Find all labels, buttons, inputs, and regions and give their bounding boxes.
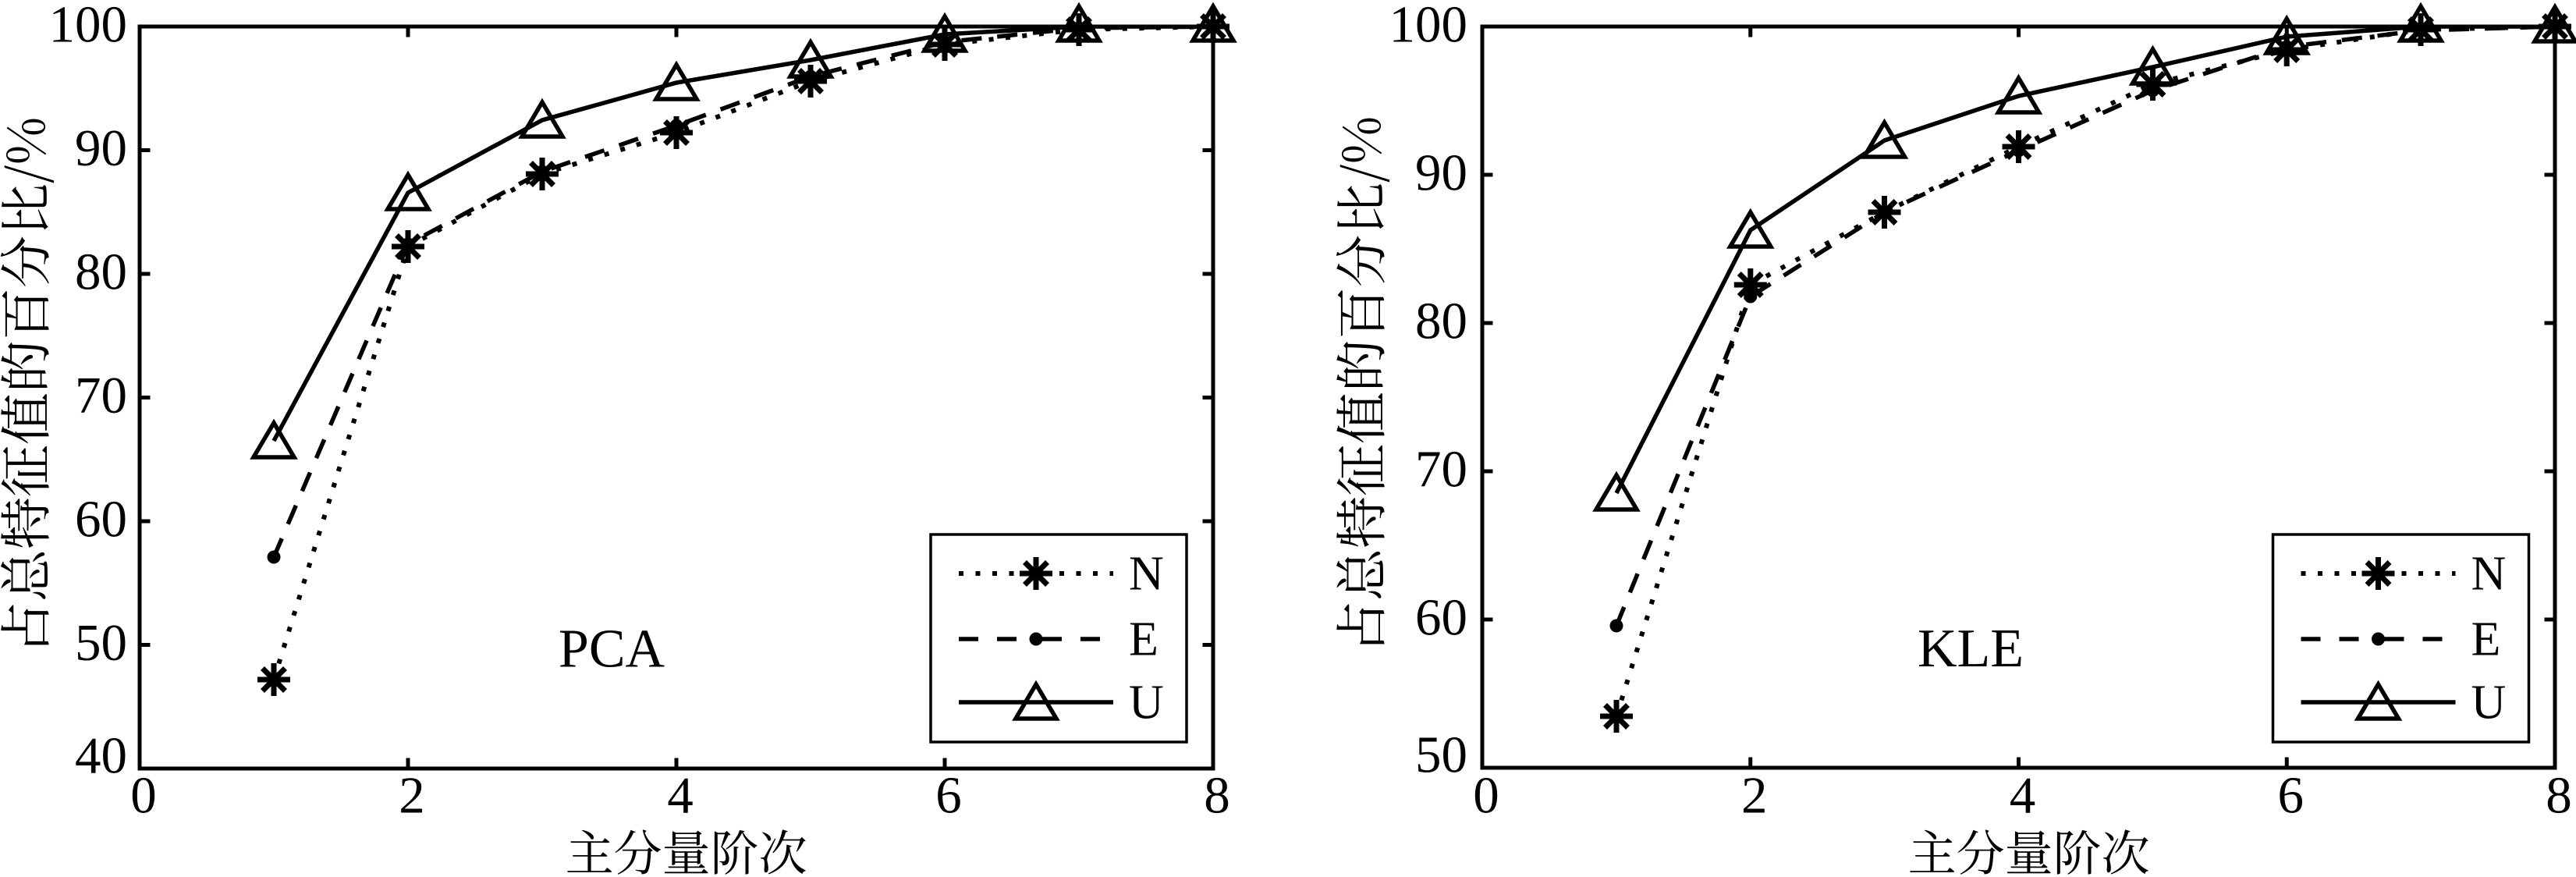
svg-text:60: 60 — [1415, 589, 1467, 647]
svg-text:50: 50 — [75, 614, 127, 672]
svg-text:100: 100 — [49, 0, 128, 54]
svg-text:8: 8 — [2546, 767, 2572, 825]
svg-text:8: 8 — [1204, 767, 1230, 825]
svg-text:N: N — [2471, 547, 2507, 600]
svg-text:E: E — [1129, 612, 1158, 666]
svg-text:90: 90 — [75, 119, 127, 177]
svg-text:70: 70 — [75, 367, 127, 424]
svg-text:80: 80 — [1415, 293, 1467, 350]
svg-text:N: N — [1129, 547, 1164, 600]
svg-text:4: 4 — [2010, 767, 2036, 825]
svg-text:80: 80 — [75, 243, 127, 301]
svg-text:4: 4 — [667, 767, 694, 825]
svg-text:2: 2 — [399, 767, 425, 825]
svg-text:U: U — [1129, 676, 1164, 729]
svg-text:KLE: KLE — [1918, 619, 2024, 679]
svg-text:PCA: PCA — [559, 619, 665, 679]
svg-text:6: 6 — [2278, 767, 2305, 825]
svg-text:60: 60 — [75, 491, 127, 549]
svg-text:0: 0 — [1473, 767, 1499, 825]
svg-text:0: 0 — [130, 767, 157, 825]
svg-text:U: U — [2471, 676, 2507, 729]
svg-text:50: 50 — [1415, 726, 1467, 784]
svg-text:2: 2 — [1741, 767, 1768, 825]
svg-text:90: 90 — [1415, 144, 1467, 202]
svg-text:40: 40 — [75, 727, 127, 785]
svg-text:100: 100 — [1389, 0, 1468, 54]
svg-text:70: 70 — [1415, 441, 1467, 499]
svg-text:6: 6 — [935, 767, 962, 825]
svg-text:E: E — [2471, 612, 2501, 666]
